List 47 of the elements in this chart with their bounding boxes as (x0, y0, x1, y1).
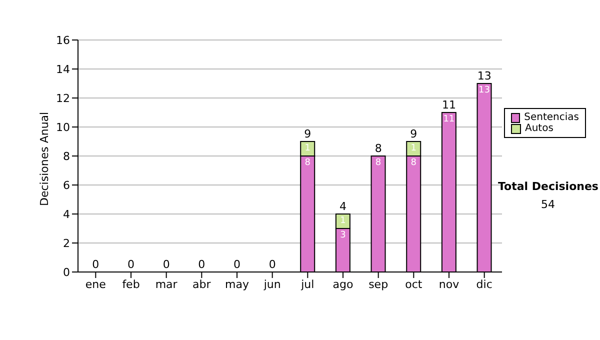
data-label: 1 (340, 216, 346, 226)
y-tick-label: 6 (63, 178, 70, 192)
total-label: 0 (92, 258, 100, 271)
y-tick-label: 2 (63, 236, 70, 250)
y-tick-label: 0 (63, 266, 70, 279)
y-tick-label: 16 (56, 34, 70, 47)
x-tick-label: feb (122, 278, 140, 291)
y-tick-label: 14 (56, 62, 70, 76)
total-label: 0 (198, 258, 206, 271)
total-label: 0 (234, 258, 240, 271)
total-label: 0 (268, 258, 276, 271)
x-tick-label: oct (405, 278, 423, 291)
data-label: 8 (304, 158, 311, 168)
data-label: 1 (410, 144, 416, 154)
x-tick-label: ago (332, 278, 354, 291)
legend-label: Autos (525, 123, 554, 134)
x-tick-label: jun (262, 278, 281, 291)
total-label: 8 (374, 142, 382, 155)
data-label: 13 (478, 86, 490, 96)
y-tick-label: 4 (63, 208, 70, 221)
x-tick-label: sep (368, 278, 388, 291)
y-tick-label: 8 (63, 150, 70, 163)
data-label: 1 (304, 144, 310, 154)
x-tick-label: may (225, 278, 250, 291)
x-tick-label: nov (438, 278, 460, 291)
data-label: 8 (375, 158, 382, 168)
annotation: Total Decisiones (498, 180, 598, 193)
x-tick-label: jul (300, 278, 314, 291)
total-label: 13 (477, 70, 492, 82)
data-label: 11 (443, 114, 455, 124)
y-tick-label: 10 (56, 120, 70, 134)
x-tick-label: dic (476, 278, 492, 291)
data-label: 8 (410, 158, 417, 168)
x-tick-label: mar (155, 278, 178, 291)
total-label: 11 (442, 98, 456, 112)
y-tick-label: 12 (56, 92, 70, 105)
total-label: 9 (304, 128, 312, 140)
text: 54 (540, 198, 556, 211)
x-tick-label: abr (192, 278, 212, 291)
data-label: 3 (340, 230, 346, 240)
total-label: 9 (410, 128, 418, 140)
y-axis-title: Decisiones Anual (38, 112, 51, 206)
total-label: 0 (128, 258, 134, 271)
x-tick-label: ene (85, 278, 106, 291)
total-label: 4 (340, 200, 346, 213)
legend-label: Sentencias (524, 112, 579, 123)
total-label: 0 (162, 258, 170, 271)
